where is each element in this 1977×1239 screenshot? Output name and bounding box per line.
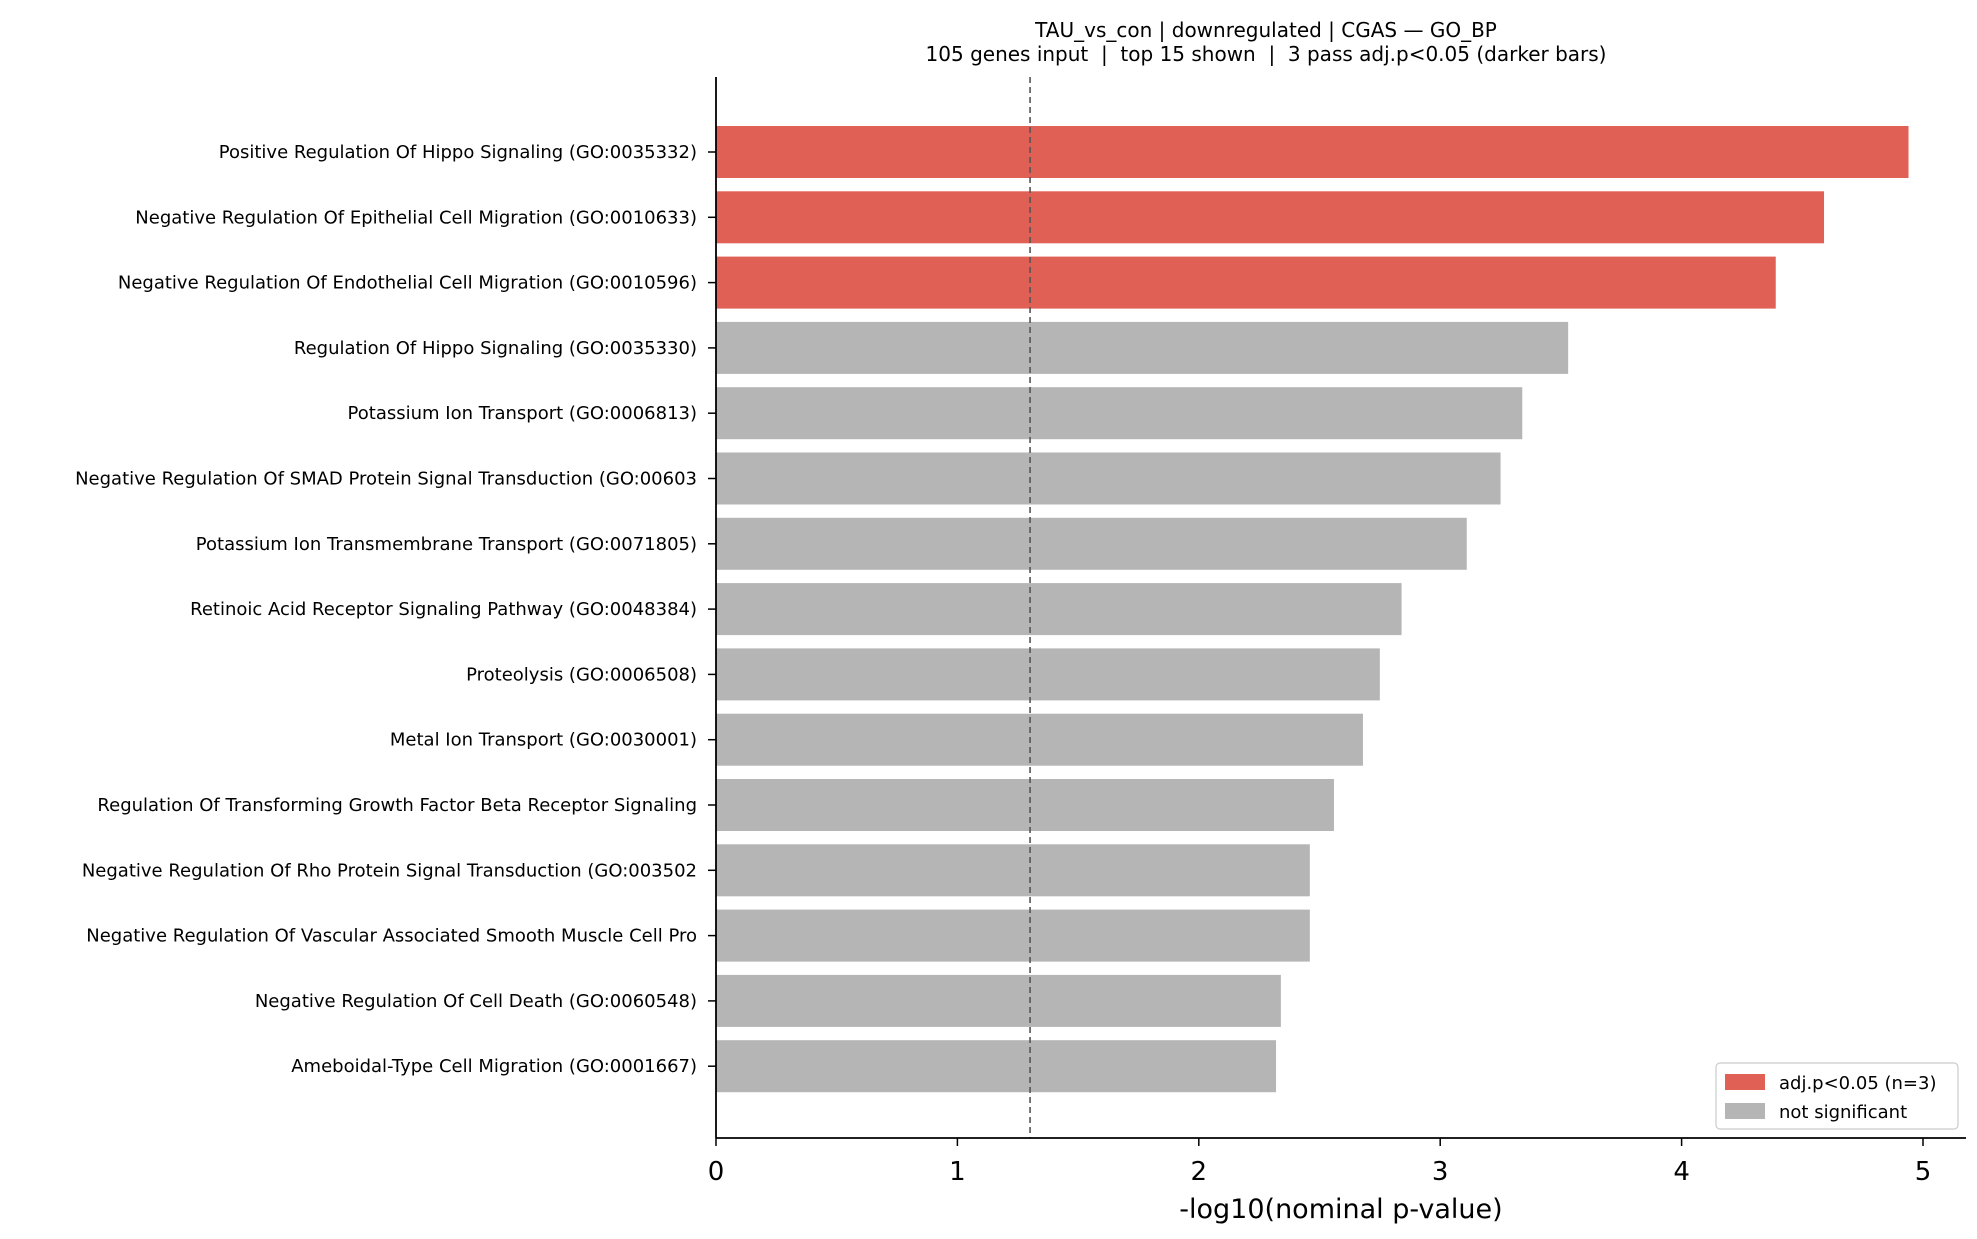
x-tick-labels: 0 1 2 3 4 5 [708, 1138, 1932, 1187]
bar-8 [716, 648, 1380, 701]
y-tick-labels: Positive Regulation Of Hippo Signaling (… [75, 142, 716, 1077]
y-tick-label: Negative Regulation Of Vascular Associat… [86, 926, 697, 947]
x-tick-label: 5 [1915, 1157, 1932, 1187]
bar-4 [716, 387, 1523, 440]
bar-9 [716, 713, 1363, 766]
chart-title: TAU_vs_con | downregulated | CGAS — GO_B… [1034, 18, 1497, 42]
bar-10 [716, 779, 1334, 831]
x-tick-label: 1 [949, 1157, 966, 1187]
bar-13 [716, 974, 1281, 1027]
y-tick-label: Regulation Of Hippo Signaling (GO:003533… [294, 338, 697, 359]
y-tick-label: Potassium Ion Transport (GO:0006813) [348, 403, 697, 424]
x-tick-label: 4 [1673, 1157, 1690, 1187]
x-tick-label: 3 [1432, 1157, 1449, 1187]
legend-label-significant: adj.p<0.05 (n=3) [1779, 1073, 1936, 1094]
bar-12 [716, 909, 1310, 962]
y-tick-label: Proteolysis (GO:0006508) [466, 664, 697, 685]
y-tick-label: Negative Regulation Of Epithelial Cell M… [135, 207, 697, 228]
bar-11 [716, 844, 1310, 897]
y-tick-label: Regulation Of Transforming Growth Factor… [97, 795, 697, 816]
y-tick-label: Potassium Ion Transmembrane Transport (G… [196, 534, 697, 555]
y-tick-label: Positive Regulation Of Hippo Signaling (… [219, 142, 697, 163]
y-tick-label: Negative Regulation Of Endothelial Cell … [118, 273, 697, 294]
bar-6 [716, 517, 1467, 570]
bar-2 [716, 256, 1776, 309]
bar-14 [716, 1040, 1277, 1093]
x-tick-label: 2 [1191, 1157, 1208, 1187]
y-tick-label: Negative Regulation Of Rho Protein Signa… [82, 860, 697, 881]
y-tick-label: Retinoic Acid Receptor Signaling Pathway… [190, 599, 697, 620]
legend-frame [1715, 1062, 1959, 1130]
legend-swatch-not-significant [1725, 1103, 1765, 1119]
bars-group [716, 126, 1909, 1093]
bar-3 [716, 321, 1569, 374]
legend-label-not-significant: not significant [1779, 1102, 1907, 1123]
x-axis-label: -log10(nominal p-value) [1179, 1194, 1502, 1225]
bar-5 [716, 452, 1501, 505]
bar-1 [716, 191, 1825, 244]
y-tick-label: Negative Regulation Of Cell Death (GO:00… [255, 991, 697, 1012]
chart-subtitle: 105 genes input | top 15 shown | 3 pass … [926, 42, 1607, 66]
y-tick-label: Negative Regulation Of SMAD Protein Sign… [75, 469, 697, 490]
y-tick-label: Ameboidal-Type Cell Migration (GO:000166… [291, 1056, 697, 1077]
legend-swatch-significant [1725, 1074, 1765, 1090]
x-tick-label: 0 [708, 1157, 725, 1187]
y-tick-label: Metal Ion Transport (GO:0030001) [390, 730, 697, 751]
legend: adj.p<0.05 (n=3) not significant [1715, 1062, 1959, 1130]
bar-7 [716, 583, 1402, 636]
bar-0 [716, 126, 1909, 178]
